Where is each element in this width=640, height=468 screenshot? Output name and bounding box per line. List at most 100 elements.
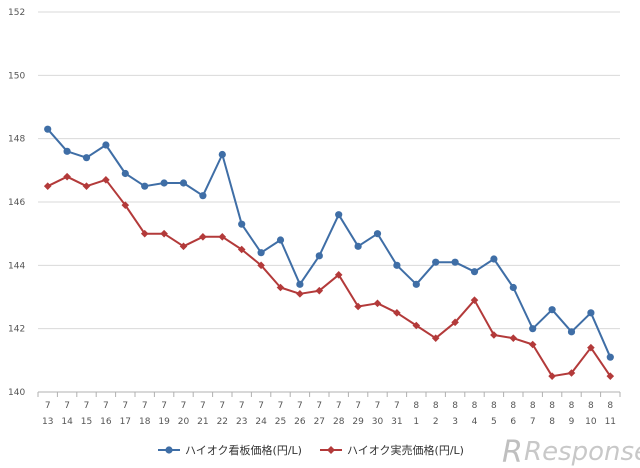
- y-tick-label: 140: [8, 388, 25, 398]
- data-point: [160, 179, 168, 187]
- x-tick-month: 7: [84, 401, 90, 411]
- response-watermark: R Response.: [502, 435, 640, 468]
- x-tick-day: 22: [217, 417, 228, 427]
- data-point: [606, 353, 614, 361]
- y-tick-label: 148: [8, 135, 25, 145]
- data-point: [606, 372, 615, 380]
- x-tick-month: 8: [530, 401, 536, 411]
- data-point: [315, 286, 324, 295]
- grid-lines: [38, 11, 620, 330]
- x-tick-day: 9: [569, 417, 575, 427]
- x-tick-day: 20: [178, 417, 190, 427]
- x-tick-month: 7: [122, 401, 128, 411]
- legend-marker-actual: [327, 446, 335, 454]
- x-tick-month: 7: [142, 401, 148, 411]
- data-point: [44, 125, 52, 133]
- x-tick-month: 8: [549, 401, 555, 411]
- data-point: [63, 172, 71, 181]
- y-tick-label: 142: [8, 325, 25, 335]
- x-tick-day: 30: [372, 417, 384, 427]
- x-tick-month: 7: [375, 401, 381, 411]
- legend-label-signboard: ハイオク看板価格(円/L): [185, 443, 302, 457]
- x-tick-day: 11: [605, 417, 616, 427]
- x-tick-month: 7: [316, 401, 322, 411]
- data-point: [179, 242, 188, 251]
- data-point: [548, 372, 556, 380]
- x-tick-month: 7: [161, 401, 167, 411]
- y-tick-label: 146: [8, 198, 25, 208]
- x-tick-month: 7: [297, 401, 303, 411]
- data-point: [121, 201, 130, 209]
- x-tick-day: 17: [120, 417, 131, 427]
- y-tick-label: 144: [8, 261, 25, 271]
- data-point: [199, 233, 207, 241]
- x-tick-day: 19: [158, 417, 170, 427]
- data-point: [218, 150, 226, 159]
- data-point: [529, 325, 537, 333]
- series-signboard-price: [44, 125, 614, 361]
- data-point: [296, 280, 304, 288]
- x-tick-day: 1: [413, 417, 419, 427]
- data-point: [373, 299, 382, 308]
- data-point: [373, 230, 382, 238]
- x-tick-month: 7: [200, 401, 206, 411]
- data-point: [393, 309, 401, 317]
- watermark-r-letter: R: [502, 435, 523, 468]
- x-tick-month: 7: [181, 401, 187, 411]
- data-point: [199, 192, 207, 200]
- x-tick-day: 14: [61, 417, 73, 427]
- data-point: [451, 258, 459, 266]
- x-tick-month: 8: [433, 401, 439, 411]
- x-tick-month: 7: [239, 401, 245, 411]
- data-point: [160, 229, 168, 238]
- x-tick-month: 7: [219, 401, 225, 411]
- legend-marker-signboard: [165, 446, 173, 454]
- data-point: [257, 249, 265, 257]
- x-tick-day: 6: [510, 417, 516, 427]
- x-tick-month: 7: [258, 401, 264, 411]
- data-point: [296, 290, 304, 298]
- x-tick-day: 18: [139, 417, 151, 427]
- data-point: [393, 261, 401, 269]
- data-point: [470, 296, 479, 304]
- data-point: [315, 252, 323, 260]
- data-point: [121, 169, 129, 178]
- legend-label-actual: ハイオク実売価格(円/L): [347, 443, 464, 457]
- data-point: [179, 179, 188, 187]
- data-point: [354, 242, 362, 250]
- data-point: [102, 176, 110, 184]
- series-line: [46, 128, 612, 358]
- y-axis-ticks: 140 142 144 146 148 150 152: [8, 8, 25, 398]
- data-point: [218, 233, 227, 241]
- series-actual-price: [43, 172, 615, 380]
- data-point: [141, 182, 149, 190]
- x-tick-month: 7: [336, 401, 342, 411]
- x-tick-month: 7: [45, 401, 51, 411]
- x-tick-day: 29: [352, 417, 364, 427]
- data-point: [431, 334, 440, 342]
- x-tick-day: 5: [491, 417, 497, 427]
- x-tick-month: 8: [607, 401, 613, 411]
- x-tick-day: 13: [42, 417, 53, 427]
- x-tick-month: 8: [569, 401, 575, 411]
- x-tick-day: 10: [585, 417, 597, 427]
- series-layer: [43, 125, 615, 380]
- y-tick-label: 150: [8, 71, 25, 81]
- x-tick-day: 3: [452, 417, 458, 427]
- data-point: [587, 343, 595, 352]
- x-tick-day: 2: [433, 417, 439, 427]
- data-point: [237, 245, 246, 254]
- x-tick-month: 8: [452, 401, 458, 411]
- x-tick-month: 8: [588, 401, 594, 411]
- x-tick-month: 7: [64, 401, 70, 411]
- legend-item-actual: ハイオク実売価格(円/L): [320, 443, 464, 457]
- x-tick-day: 28: [333, 417, 345, 427]
- x-tick-day: 25: [275, 417, 286, 427]
- x-tick-day: 27: [314, 417, 325, 427]
- data-point: [334, 271, 343, 279]
- data-point: [43, 182, 52, 190]
- data-point: [567, 328, 576, 336]
- data-point: [490, 255, 498, 263]
- data-point: [276, 283, 285, 292]
- legend: ハイオク看板価格(円/L) ハイオク実売価格(円/L): [158, 443, 464, 457]
